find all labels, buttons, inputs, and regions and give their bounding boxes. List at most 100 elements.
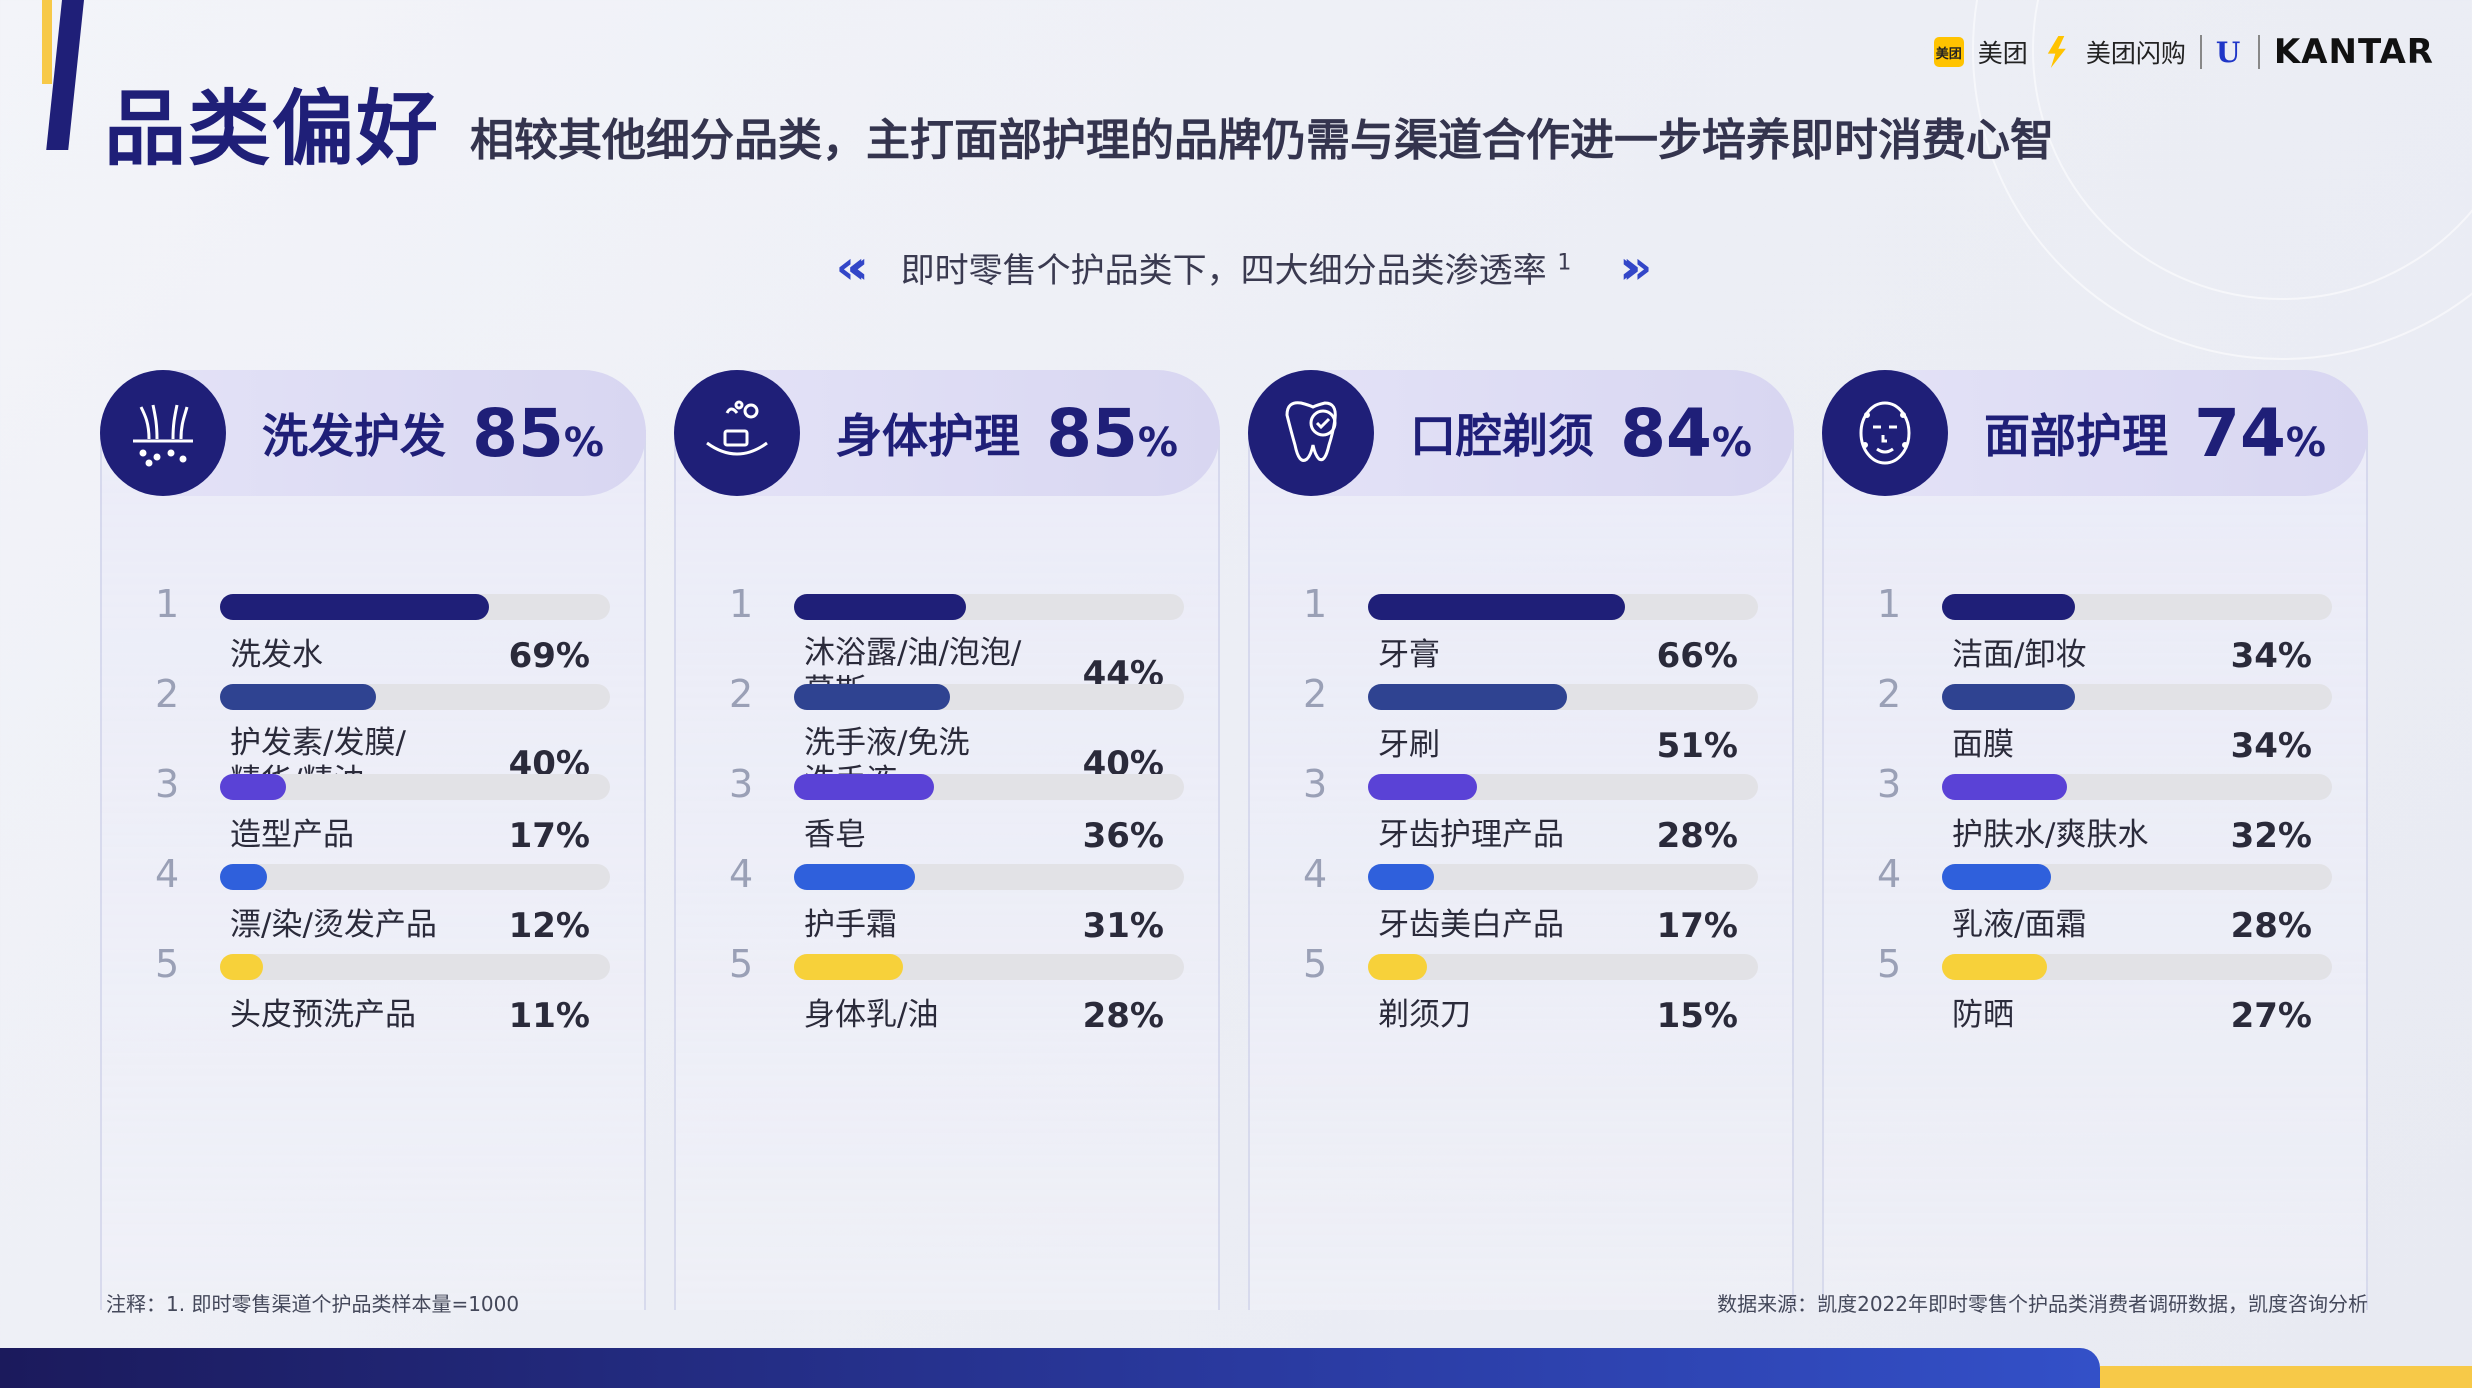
item-value: 12% bbox=[508, 906, 590, 946]
hair-follicle-icon bbox=[100, 370, 226, 496]
bar-track bbox=[1942, 954, 2332, 980]
item-rank: 1 bbox=[729, 582, 754, 626]
ranked-item: 4 乳液/面霜 28% bbox=[1822, 852, 2368, 982]
item-rank: 3 bbox=[729, 762, 754, 806]
bar-track bbox=[220, 774, 610, 800]
bottom-accent-yellow bbox=[2100, 1366, 2472, 1388]
category-header: 面部护理 74% bbox=[1822, 370, 2368, 496]
item-value: 28% bbox=[1656, 816, 1738, 856]
item-rank: 2 bbox=[1877, 672, 1902, 716]
ranked-item: 5 剃须刀 15% bbox=[1248, 942, 1794, 1072]
category-name: 口腔剃须 bbox=[1410, 409, 1594, 463]
item-rank: 1 bbox=[155, 582, 180, 626]
item-rank: 4 bbox=[1303, 852, 1328, 896]
bar-track bbox=[1368, 864, 1758, 890]
bar-fill bbox=[794, 864, 915, 890]
bar-track bbox=[1942, 684, 2332, 710]
footnote: 注释：1. 即时零售渠道个护品类样本量=1000 bbox=[106, 1292, 520, 1316]
category-name: 面部护理 bbox=[1984, 409, 2168, 463]
percent-unit: % bbox=[563, 419, 604, 466]
ranked-item: 1 牙膏 66% bbox=[1248, 582, 1794, 712]
category-column: 身体护理85%1沐浴露/油/泡泡/慕斯44%2洗手液/免洗洗手液40%3香皂36… bbox=[674, 370, 1220, 1310]
chart-heading: «‹ 即时零售个护品类下，四大细分品类渗透率 1 ›» bbox=[0, 240, 2472, 294]
ranked-item: 5 头皮预洗产品 11% bbox=[100, 942, 646, 1072]
item-label: 香皂 bbox=[804, 817, 866, 853]
chevron-right-icon: ›» bbox=[1619, 240, 1651, 294]
page-subtitle: 相较其他细分品类，主打面部护理的品牌仍需与渠道合作进一步培养即时消费心智 bbox=[470, 115, 2054, 166]
item-value: 15% bbox=[1656, 996, 1738, 1036]
item-label: 牙齿美白产品 bbox=[1378, 907, 1564, 943]
item-rank: 1 bbox=[1877, 582, 1902, 626]
percent-unit: % bbox=[2285, 419, 2326, 466]
item-value: 17% bbox=[1656, 906, 1738, 946]
category-column: 面部护理 74% 1 洁面/卸妆 34% 2 面膜 34% 3 护肤水/爽肤水 32% 4 乳液/面霜 2… bbox=[1822, 370, 2368, 1310]
item-label: 造型产品 bbox=[230, 817, 354, 853]
category-penetration-value: 85 bbox=[1046, 394, 1138, 472]
bar-track bbox=[794, 774, 1184, 800]
kantar-logo: KANTAR bbox=[2273, 32, 2434, 72]
chart-title: 即时零售个护品类下，四大细分品类渗透率 1 bbox=[900, 250, 1572, 291]
logo-divider bbox=[2257, 35, 2260, 69]
bar-fill bbox=[220, 594, 490, 620]
item-rank: 5 bbox=[729, 942, 754, 986]
category-name: 洗发护发 bbox=[262, 409, 446, 463]
chevron-left-icon: «‹ bbox=[835, 240, 868, 294]
item-label: 面膜 bbox=[1952, 727, 2014, 763]
ranked-item: 1 洗发水 69% bbox=[100, 582, 646, 712]
bar-track bbox=[1942, 864, 2332, 890]
item-label-line: 护发素/发膜/ bbox=[230, 725, 406, 761]
ranked-item: 4 漂/染/烫发产品 12% bbox=[100, 852, 646, 982]
item-value: 36% bbox=[1082, 816, 1164, 856]
category-penetration-value: 74 bbox=[2194, 394, 2286, 472]
item-rank: 4 bbox=[155, 852, 180, 896]
bar-fill bbox=[220, 774, 287, 800]
item-value: 28% bbox=[2230, 906, 2312, 946]
meituan-logo-text: 美团 bbox=[1977, 39, 2028, 68]
item-label-line: 洗手液/免洗 bbox=[804, 725, 970, 761]
bar-fill bbox=[220, 864, 267, 890]
meituan-logo-icon: 美团 bbox=[1933, 37, 1964, 67]
item-label: 漂/染/烫发产品 bbox=[230, 907, 437, 943]
item-rank: 2 bbox=[1303, 672, 1328, 716]
category-penetration: 74% bbox=[2194, 395, 2326, 472]
item-label: 乳液/面霜 bbox=[1952, 907, 2087, 943]
soap-dish-icon bbox=[674, 370, 800, 496]
item-value: 31% bbox=[1082, 906, 1164, 946]
category-header: 身体护理 85% bbox=[674, 370, 1220, 496]
bar-fill bbox=[220, 954, 263, 980]
item-label: 牙刷 bbox=[1378, 727, 1440, 763]
ranked-item: 1 洁面/卸妆 34% bbox=[1822, 582, 2368, 712]
bar-fill bbox=[1368, 864, 1435, 890]
meituan-flash-logo-text: 美团闪购 bbox=[2085, 39, 2186, 68]
item-value: 17% bbox=[508, 816, 590, 856]
item-rank: 1 bbox=[1303, 582, 1328, 626]
category-penetration: 84% bbox=[1620, 395, 1752, 472]
page-title: 品类偏好 bbox=[104, 82, 441, 177]
bar-fill bbox=[1368, 774, 1478, 800]
item-label: 身体乳/油 bbox=[804, 997, 939, 1033]
bar-track bbox=[794, 594, 1184, 620]
item-rank: 5 bbox=[155, 942, 180, 986]
ranked-item: 4 牙齿美白产品 17% bbox=[1248, 852, 1794, 982]
bar-track bbox=[794, 864, 1184, 890]
logo-divider bbox=[2199, 35, 2202, 69]
bar-track bbox=[1368, 954, 1758, 980]
unilever-logo-icon: U bbox=[2215, 35, 2241, 69]
accent-stripe-yellow bbox=[42, 0, 52, 84]
bar-fill bbox=[794, 774, 935, 800]
category-header: 洗发护发 85% bbox=[100, 370, 646, 496]
item-value: 34% bbox=[2230, 636, 2312, 676]
item-value: 34% bbox=[2230, 726, 2312, 766]
item-label: 剃须刀 bbox=[1378, 997, 1471, 1033]
item-label: 护肤水/爽肤水 bbox=[1952, 817, 2149, 853]
bar-track bbox=[1368, 594, 1758, 620]
bar-track bbox=[220, 684, 610, 710]
item-label: 护手霜 bbox=[804, 907, 897, 943]
bar-track bbox=[220, 594, 610, 620]
data-source: 数据来源：凯度2022年即时零售个护品类消费者调研数据，凯度咨询分析 bbox=[1717, 1292, 2368, 1316]
bar-track bbox=[794, 684, 1184, 710]
item-value: 69% bbox=[508, 636, 590, 676]
ranked-item: 3 香皂 36% bbox=[674, 762, 1220, 892]
category-column: 口腔剃须 84% 1 牙膏 66% 2 牙刷 51% 3 牙齿护理产品 28% 4 牙齿美白产品 17% 5… bbox=[1248, 370, 1794, 1310]
bar-track bbox=[794, 954, 1184, 980]
